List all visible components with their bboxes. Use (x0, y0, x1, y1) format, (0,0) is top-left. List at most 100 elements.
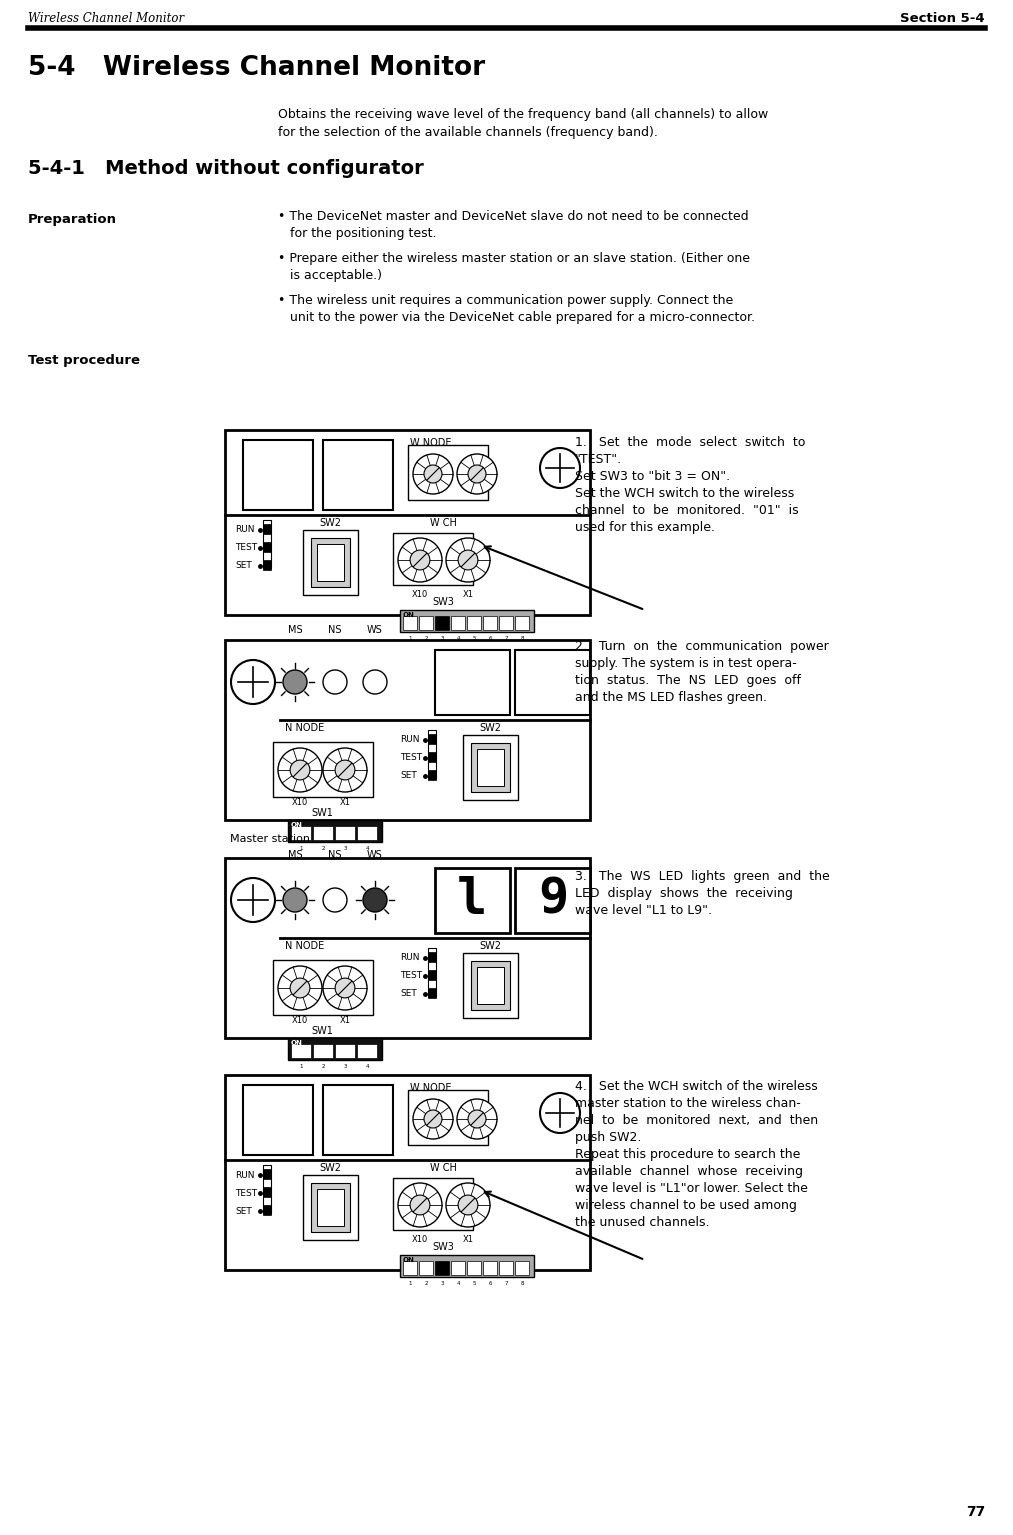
Text: SW3: SW3 (433, 597, 454, 606)
Bar (311, 1183, 350, 1233)
Text: wave level is "L1"or lower. Select the: wave level is "L1"or lower. Select the (575, 1182, 808, 1196)
Bar (393, 1177, 473, 1230)
Bar (499, 616, 513, 629)
Bar (515, 649, 590, 715)
Circle shape (323, 966, 367, 1010)
Text: SET: SET (400, 772, 416, 780)
Text: 4: 4 (456, 1282, 460, 1286)
Bar (428, 952, 436, 962)
Circle shape (323, 748, 367, 792)
Text: Set the WCH switch to the wireless: Set the WCH switch to the wireless (575, 487, 794, 500)
Bar (435, 867, 510, 933)
Bar (263, 542, 271, 553)
Circle shape (278, 966, 322, 1010)
Text: X10: X10 (412, 589, 428, 599)
Text: 8: 8 (521, 635, 524, 642)
Bar (400, 1256, 534, 1277)
Text: W NODE: W NODE (410, 1084, 452, 1093)
Circle shape (323, 669, 347, 694)
Bar (435, 649, 510, 715)
Text: "TEST".: "TEST". (575, 453, 622, 467)
Text: SW1: SW1 (311, 1025, 333, 1036)
Text: 3: 3 (441, 635, 444, 642)
Text: 4: 4 (456, 635, 460, 642)
Circle shape (424, 1110, 442, 1128)
Bar (483, 616, 497, 629)
Bar (335, 826, 355, 840)
Text: RUN: RUN (400, 953, 419, 962)
Circle shape (457, 1099, 497, 1139)
Text: for the positioning test.: for the positioning test. (290, 227, 437, 239)
Text: SET: SET (235, 1207, 252, 1216)
Bar (471, 743, 510, 792)
Text: SW2: SW2 (479, 723, 501, 734)
Text: 3: 3 (343, 846, 346, 850)
Text: RUN: RUN (235, 1171, 254, 1179)
Bar (243, 441, 313, 510)
Text: ON: ON (291, 1041, 303, 1045)
Bar (483, 1260, 497, 1276)
Text: 6: 6 (488, 635, 491, 642)
Bar (419, 616, 433, 629)
Bar (435, 1260, 449, 1276)
Text: • The wireless unit requires a communication power supply. Connect the: • The wireless unit requires a communica… (278, 295, 733, 307)
Bar (451, 1260, 465, 1276)
Text: SW2: SW2 (319, 1164, 341, 1173)
Text: 2: 2 (321, 846, 325, 850)
Text: wave level "L1 to L9".: wave level "L1 to L9". (575, 904, 712, 916)
Bar (225, 640, 590, 820)
Text: 5: 5 (472, 635, 476, 642)
Circle shape (283, 669, 307, 694)
Bar (272, 741, 373, 797)
Text: 8: 8 (521, 1282, 524, 1286)
Text: 4: 4 (366, 846, 369, 850)
Text: ON: ON (403, 612, 415, 619)
Text: W NODE: W NODE (410, 437, 452, 448)
Bar (463, 735, 518, 800)
Text: wireless channel to be used among: wireless channel to be used among (575, 1199, 797, 1213)
Bar (451, 616, 465, 629)
Bar (428, 734, 436, 744)
Circle shape (290, 978, 310, 998)
Bar (272, 959, 373, 1015)
Circle shape (540, 1093, 580, 1133)
Circle shape (231, 878, 275, 923)
Bar (515, 867, 590, 933)
Bar (393, 533, 473, 585)
Bar (357, 826, 377, 840)
Bar (243, 1085, 313, 1154)
Text: nel  to  be  monitored  next,  and  then: nel to be monitored next, and then (575, 1114, 819, 1127)
Text: Obtains the receiving wave level of the frequency band (all channels) to allow: Obtains the receiving wave level of the … (278, 107, 768, 121)
Text: 3: 3 (343, 1064, 346, 1068)
Bar (303, 1174, 358, 1240)
Text: X1: X1 (463, 589, 473, 599)
Bar (263, 1165, 271, 1213)
Bar (313, 1044, 333, 1058)
Bar (428, 771, 436, 780)
Circle shape (335, 760, 355, 780)
Text: 4.   Set the WCH switch of the wireless: 4. Set the WCH switch of the wireless (575, 1081, 817, 1093)
Text: X1: X1 (463, 1236, 473, 1243)
Text: and the MS LED flashes green.: and the MS LED flashes green. (575, 691, 767, 705)
Circle shape (468, 1110, 486, 1128)
Bar (408, 1090, 488, 1145)
Text: is acceptable.): is acceptable.) (290, 269, 382, 282)
Text: Test procedure: Test procedure (28, 355, 140, 367)
Bar (323, 1085, 393, 1154)
Circle shape (231, 660, 275, 705)
Circle shape (278, 748, 322, 792)
Text: MS: MS (288, 850, 302, 860)
Bar (263, 523, 271, 534)
Text: 1.   Set  the  mode  select  switch  to: 1. Set the mode select switch to (575, 436, 805, 450)
Bar (291, 1044, 311, 1058)
Text: 7: 7 (504, 635, 508, 642)
Text: push SW2.: push SW2. (575, 1131, 641, 1144)
Text: TEST: TEST (235, 543, 257, 553)
Text: SW3: SW3 (433, 1242, 454, 1253)
Text: 7: 7 (504, 1282, 508, 1286)
Bar (400, 609, 534, 632)
Text: TEST: TEST (400, 972, 422, 981)
Bar (291, 826, 311, 840)
Circle shape (398, 1183, 442, 1226)
Bar (288, 820, 382, 843)
